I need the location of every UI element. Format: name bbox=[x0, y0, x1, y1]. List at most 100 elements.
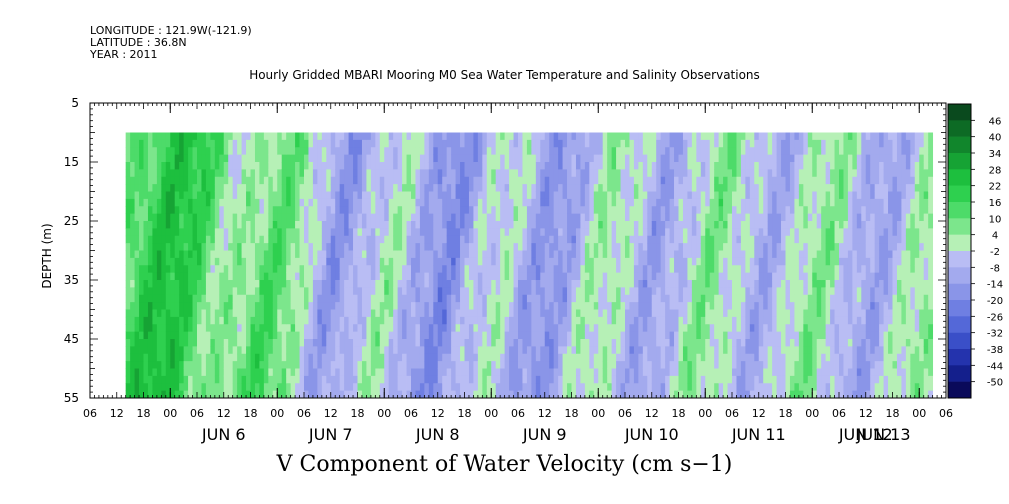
heatmap-cell bbox=[295, 147, 300, 156]
heatmap-cell bbox=[504, 280, 510, 288]
heatmap-cell bbox=[558, 213, 563, 222]
heatmap-cell bbox=[513, 294, 519, 303]
heatmap-cell bbox=[437, 257, 443, 266]
heatmap-cell bbox=[625, 375, 630, 384]
heatmap-cell bbox=[571, 132, 577, 141]
heatmap-cell bbox=[170, 139, 176, 148]
heatmap-cell bbox=[602, 198, 608, 207]
heatmap-cell bbox=[571, 353, 577, 362]
heatmap-cell bbox=[504, 375, 510, 384]
heatmap-cell bbox=[402, 176, 407, 185]
heatmap-cell bbox=[544, 162, 550, 170]
heatmap-cell bbox=[348, 331, 354, 340]
heatmap-cell bbox=[495, 339, 501, 347]
heatmap-cell bbox=[188, 132, 193, 141]
heatmap-cell bbox=[134, 235, 140, 244]
heatmap-cell bbox=[295, 162, 300, 170]
heatmap-cell bbox=[357, 198, 363, 207]
heatmap-cell bbox=[509, 361, 514, 369]
heatmap-cell bbox=[290, 198, 296, 207]
heatmap-cell bbox=[736, 198, 742, 207]
heatmap-cell bbox=[732, 272, 737, 281]
heatmap-cell bbox=[518, 243, 523, 251]
heatmap-cell bbox=[687, 324, 693, 333]
heatmap-cell bbox=[705, 287, 711, 296]
heatmap-cell bbox=[705, 309, 711, 318]
heatmap-cell bbox=[237, 302, 242, 310]
heatmap-cell bbox=[647, 191, 653, 200]
heatmap-cell bbox=[134, 213, 140, 222]
heatmap-cell bbox=[433, 162, 439, 170]
heatmap-cell bbox=[348, 213, 354, 222]
heatmap-cell bbox=[259, 353, 265, 362]
heatmap-cell bbox=[633, 235, 639, 244]
heatmap-cell bbox=[393, 213, 399, 222]
heatmap-cell bbox=[312, 346, 318, 355]
heatmap-cell bbox=[442, 221, 448, 229]
heatmap-cell bbox=[241, 257, 247, 266]
heatmap-cell bbox=[130, 147, 135, 156]
heatmap-cell bbox=[143, 228, 149, 237]
heatmap-cell bbox=[304, 361, 309, 369]
heatmap-cell bbox=[393, 361, 399, 369]
heatmap-cell bbox=[580, 228, 586, 237]
heatmap-cell bbox=[290, 324, 296, 333]
heatmap-cell bbox=[179, 375, 185, 384]
heatmap-cell bbox=[678, 390, 684, 399]
heatmap-cell bbox=[152, 257, 158, 266]
heatmap-cell bbox=[611, 287, 617, 296]
heatmap-cell bbox=[598, 147, 604, 156]
heatmap-cell bbox=[317, 287, 323, 296]
heatmap-cell bbox=[531, 368, 537, 377]
heatmap-cell bbox=[290, 213, 296, 222]
heatmap-cell bbox=[254, 280, 260, 288]
heatmap-cell bbox=[272, 169, 278, 178]
heatmap-cell bbox=[535, 198, 541, 207]
heatmap-cell bbox=[411, 250, 416, 259]
heatmap-cell bbox=[553, 235, 559, 244]
heatmap-cell bbox=[272, 221, 278, 229]
heatmap-cell bbox=[571, 206, 577, 215]
heatmap-cell bbox=[424, 257, 430, 266]
heatmap-cell bbox=[504, 353, 510, 362]
heatmap-cell bbox=[727, 235, 733, 244]
heatmap-cell bbox=[531, 324, 537, 333]
heatmap-cell bbox=[611, 169, 617, 178]
heatmap-cell bbox=[540, 191, 546, 200]
heatmap-cell bbox=[602, 383, 608, 392]
heatmap-cell bbox=[357, 272, 363, 281]
heatmap-cell bbox=[549, 176, 555, 185]
heatmap-cell bbox=[442, 257, 448, 266]
heatmap-cell bbox=[584, 169, 590, 178]
heatmap-cell bbox=[263, 147, 269, 156]
heatmap-cell bbox=[709, 139, 715, 148]
heatmap-cell bbox=[705, 353, 711, 362]
heatmap-cell bbox=[575, 390, 581, 399]
heatmap-cell bbox=[723, 198, 728, 207]
heatmap-cell bbox=[241, 280, 247, 288]
heatmap-cell bbox=[170, 147, 176, 156]
heatmap-cell bbox=[290, 250, 296, 259]
heatmap-cell bbox=[330, 265, 336, 274]
heatmap-cell bbox=[197, 339, 202, 347]
heatmap-cell bbox=[241, 361, 247, 369]
heatmap-cell bbox=[455, 243, 461, 251]
heatmap-cell bbox=[562, 213, 568, 222]
heatmap-cell bbox=[553, 287, 559, 296]
heatmap-cell bbox=[379, 353, 385, 362]
heatmap-cell bbox=[304, 383, 309, 392]
heatmap-cell bbox=[446, 243, 452, 251]
heatmap-cell bbox=[638, 213, 644, 222]
heatmap-cell bbox=[308, 228, 314, 237]
heatmap-cell bbox=[277, 361, 283, 369]
heatmap-cell bbox=[428, 213, 434, 222]
heatmap-cell bbox=[638, 162, 644, 170]
heatmap-cell bbox=[669, 324, 675, 333]
heatmap-cell bbox=[616, 339, 621, 347]
heatmap-cell bbox=[156, 169, 162, 178]
heatmap-cell bbox=[544, 383, 550, 392]
heatmap-cell bbox=[544, 250, 550, 259]
heatmap-cell bbox=[424, 243, 430, 251]
heatmap-cell bbox=[161, 309, 167, 318]
heatmap-cell bbox=[214, 324, 220, 333]
